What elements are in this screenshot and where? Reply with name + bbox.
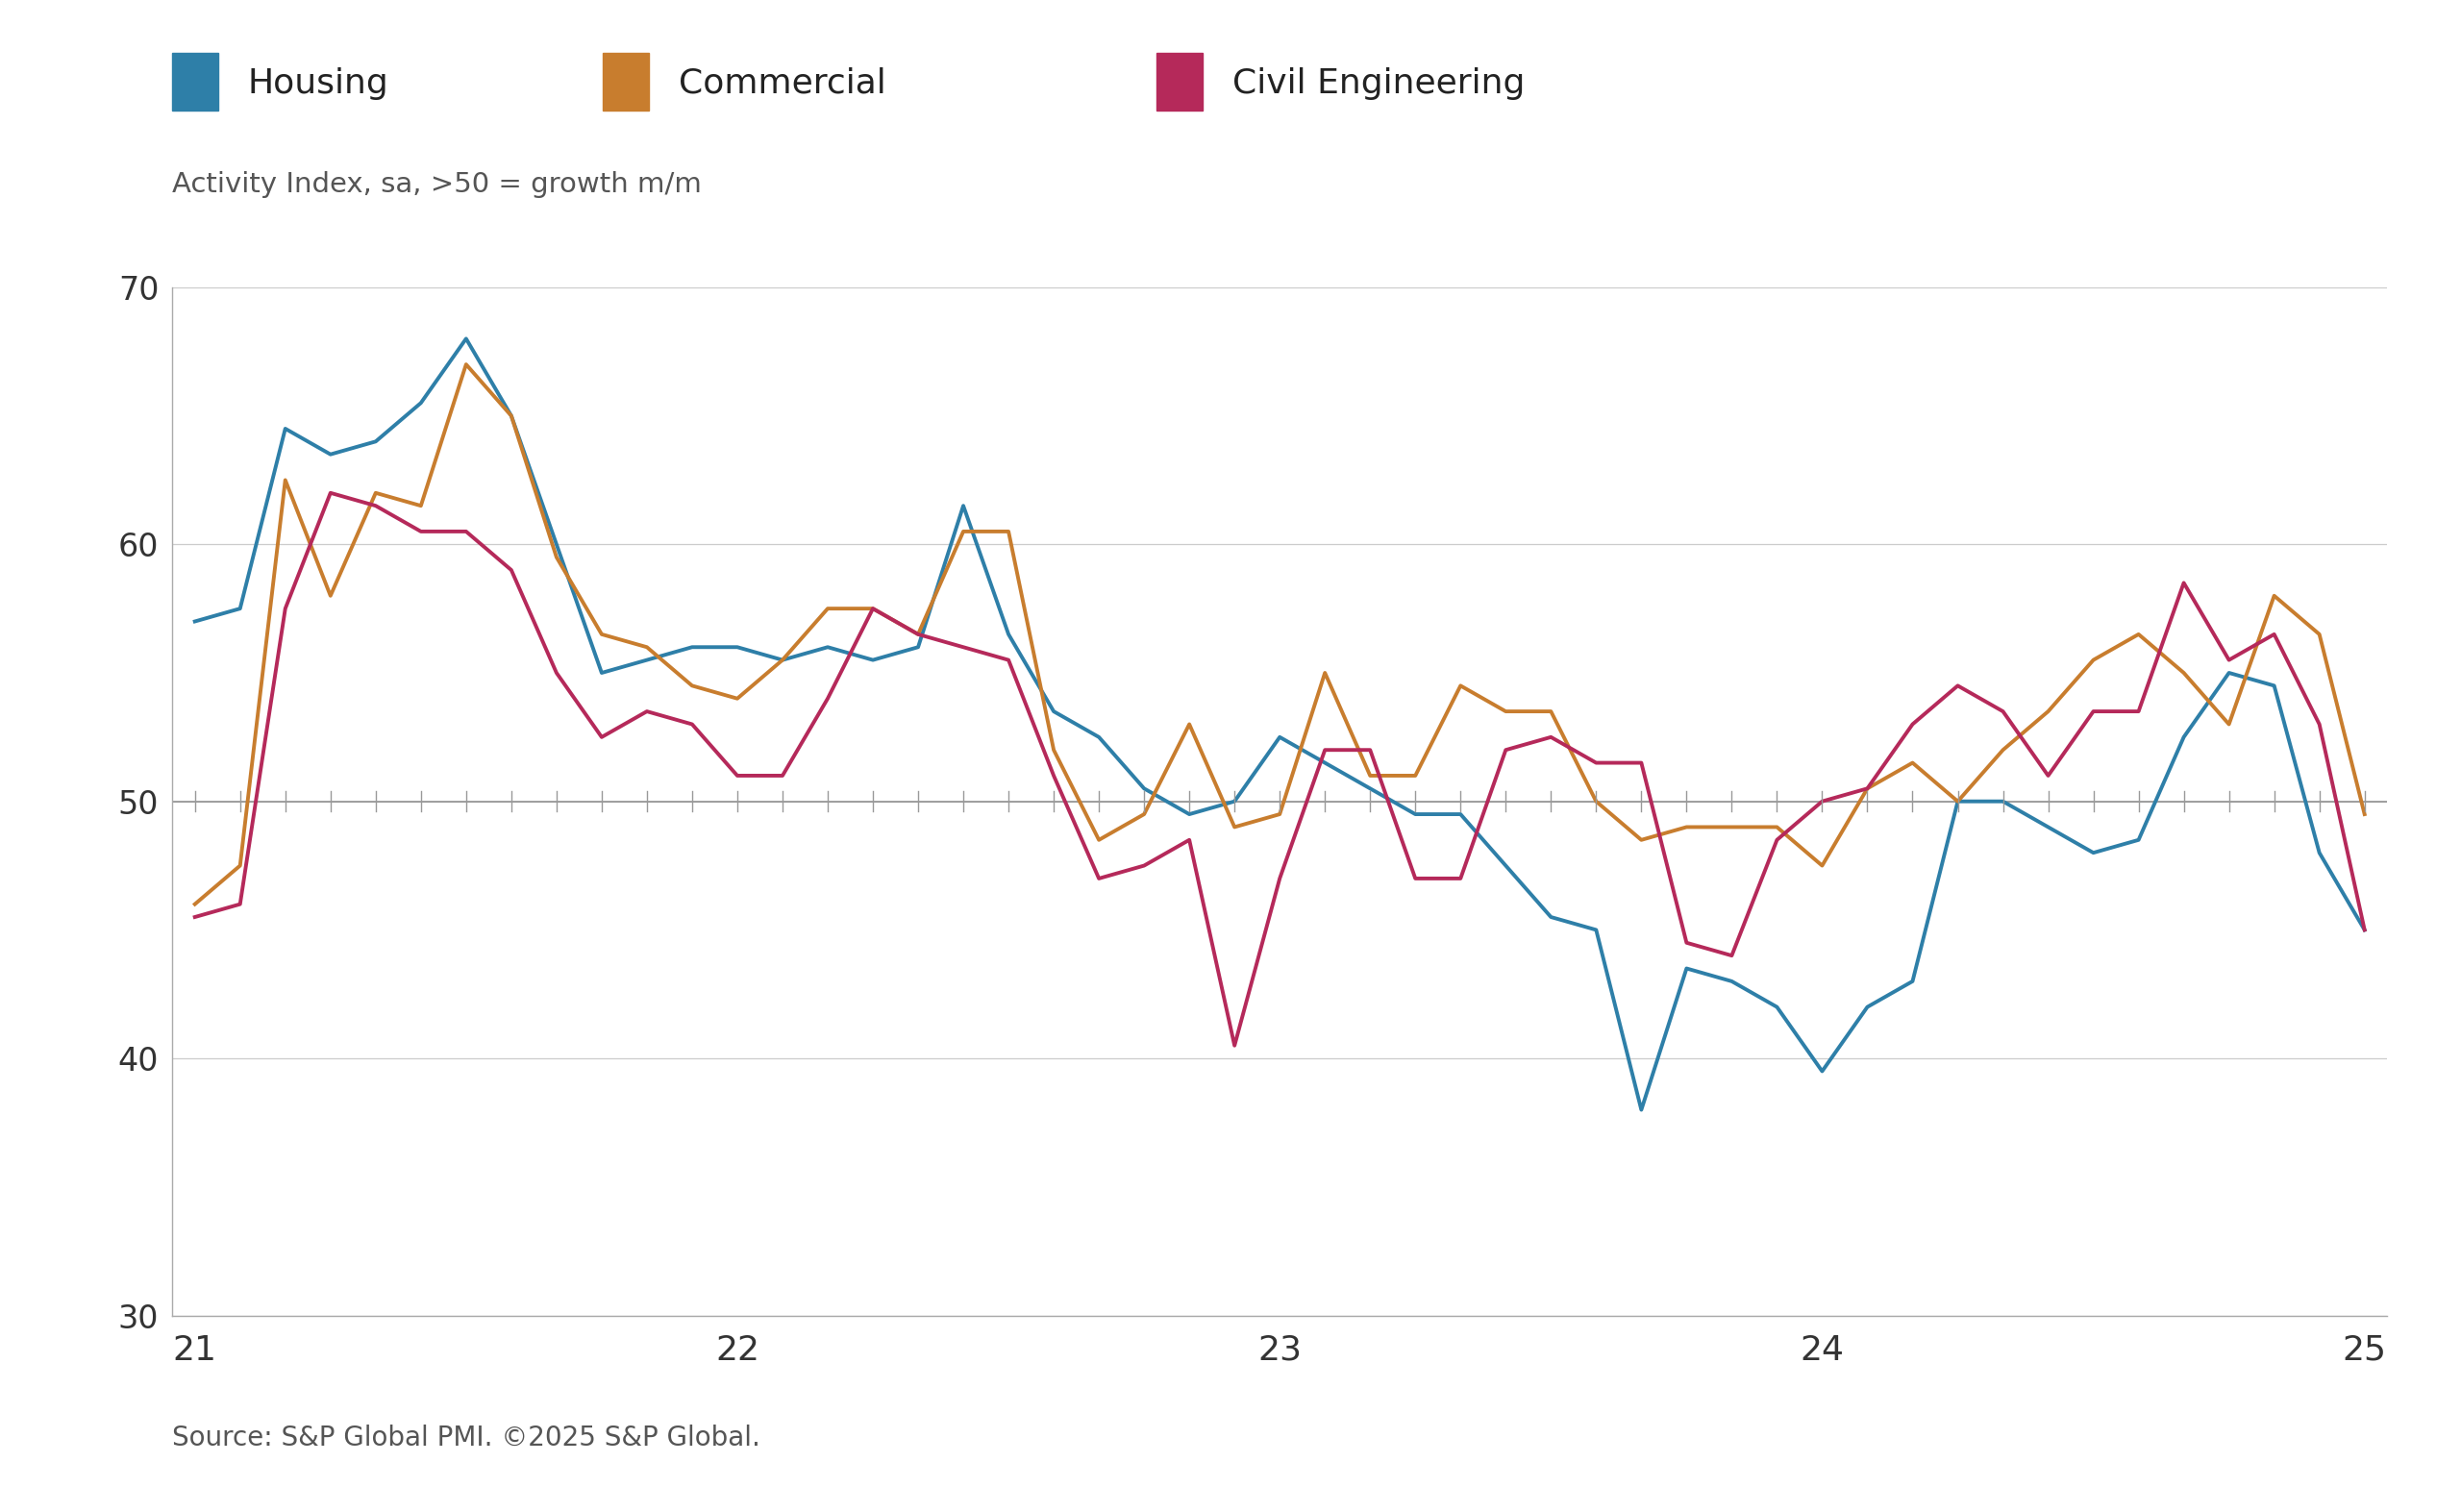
Text: Housing: Housing bbox=[249, 67, 389, 100]
Text: Activity Index, sa, >50 = growth m/m: Activity Index, sa, >50 = growth m/m bbox=[172, 171, 701, 198]
Text: Civil Engineering: Civil Engineering bbox=[1233, 67, 1526, 100]
Text: Commercial: Commercial bbox=[679, 67, 886, 100]
Text: Source: S&P Global PMI. ©2025 S&P Global.: Source: S&P Global PMI. ©2025 S&P Global… bbox=[172, 1424, 760, 1452]
